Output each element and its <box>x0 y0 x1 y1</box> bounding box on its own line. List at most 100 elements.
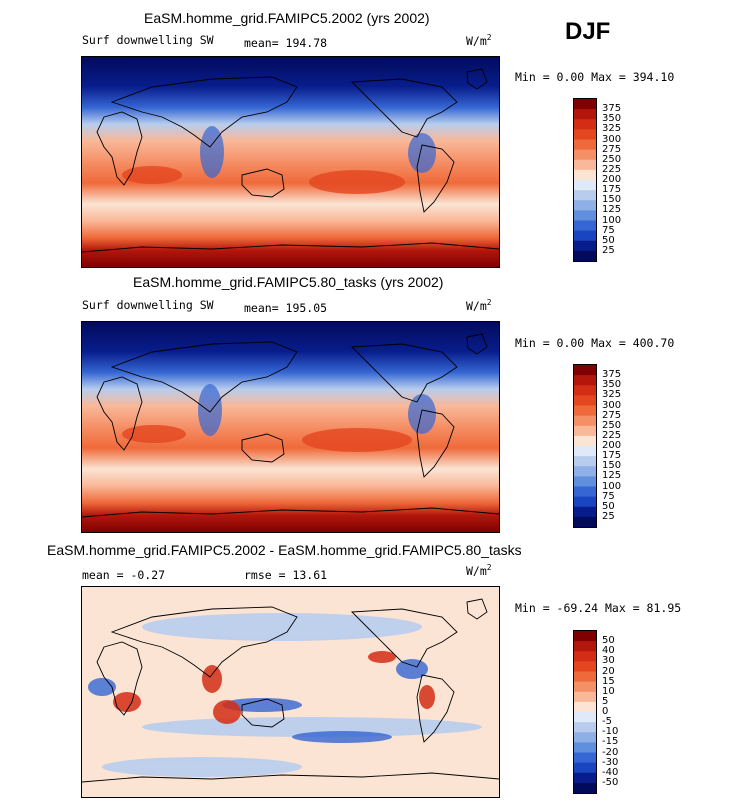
colorbar-tick-label: 350 <box>602 379 622 391</box>
colorbar-bin <box>574 701 596 713</box>
colorbar-tick-label: -5 <box>602 716 612 728</box>
colorbar-tick-label: -15 <box>602 736 619 748</box>
colorbar-bin <box>574 631 596 642</box>
colorbar-tick-label: -50 <box>602 776 619 788</box>
colorbar-tick-label: 25 <box>602 510 615 522</box>
colorbar-tick-label: 325 <box>602 389 622 401</box>
colorbar-bin <box>574 220 596 232</box>
colorbar-bin <box>574 516 596 528</box>
colorbar-tick-label: 75 <box>602 224 615 236</box>
colorbar-tick-label: 125 <box>602 204 622 216</box>
colorbar-tick-label: 150 <box>602 194 622 206</box>
colorbar-bin <box>574 446 596 457</box>
colorbar-bin <box>574 385 596 396</box>
colorbar-bin <box>574 240 596 252</box>
colorbar-tick-label: 175 <box>602 450 622 462</box>
panel1-units: W/m2 <box>466 33 492 48</box>
panel1-map <box>81 56 500 268</box>
colorbar-tick-label: 25 <box>602 244 615 256</box>
colorbar-tick-label: 375 <box>602 103 622 115</box>
colorbar-bin <box>574 712 596 723</box>
colorbar-bin <box>574 486 596 498</box>
colorbar-tick-label: 300 <box>602 399 622 411</box>
colorbar-bin <box>574 752 596 764</box>
colorbar-bin <box>574 375 596 386</box>
panel1-colorbar <box>573 98 597 262</box>
colorbar-bin <box>574 641 596 652</box>
colorbar-bin <box>574 661 596 673</box>
colorbar-bin <box>574 691 596 703</box>
colorbar-bin <box>574 496 596 508</box>
panel2-mean: mean= 195.05 <box>244 301 328 315</box>
colorbar-tick-label: 250 <box>602 419 622 431</box>
colorbar-tick-label: 225 <box>602 429 622 441</box>
colorbar-bin <box>574 190 596 201</box>
colorbar-tick-label: 10 <box>602 685 615 697</box>
colorbar-bin <box>574 109 596 120</box>
colorbar-bin <box>574 230 596 242</box>
colorbar-tick-label: 200 <box>602 174 622 185</box>
colorbar-bin <box>574 129 596 141</box>
colorbar-tick-label: 30 <box>602 655 615 667</box>
panel1-title: EaSM.homme_grid.FAMIPC5.2002 (yrs 2002) <box>144 10 430 26</box>
colorbar-tick-label: 50 <box>602 500 615 512</box>
colorbar-tick-label: 175 <box>602 184 622 196</box>
colorbar-tick-label: 275 <box>602 409 622 421</box>
colorbar-bin <box>574 435 596 447</box>
panel3-rmse: rmse = 13.61 <box>244 568 328 582</box>
colorbar-bin <box>574 139 596 151</box>
colorbar-tick-label: 350 <box>602 113 622 125</box>
colorbar-tick-label: 325 <box>602 123 622 135</box>
colorbar-bin <box>574 169 596 181</box>
colorbar-tick-label: 5 <box>602 695 609 707</box>
colorbar-bin <box>574 425 596 437</box>
panel3-map <box>81 586 500 798</box>
colorbar-bin <box>574 159 596 171</box>
colorbar-bin <box>574 742 596 754</box>
panel3-units: W/m2 <box>466 563 492 578</box>
colorbar-tick-label: 50 <box>602 635 615 647</box>
colorbar-tick-label: 0 <box>602 706 609 717</box>
colorbar-bin <box>574 466 596 477</box>
panel3-colorbar <box>573 630 597 794</box>
colorbar-tick-label: 15 <box>602 675 615 687</box>
colorbar-tick-label: 20 <box>602 665 615 677</box>
panel3-minmax: Min = -69.24 Max = 81.95 <box>515 601 682 615</box>
panel3-title: EaSM.homme_grid.FAMIPC5.2002 - EaSM.homm… <box>47 542 522 558</box>
colorbar-bin <box>574 149 596 161</box>
colorbar-bin <box>574 119 596 130</box>
season-label: DJF <box>565 18 611 45</box>
colorbar-tick-label: 125 <box>602 470 622 482</box>
colorbar-tick-label: -20 <box>602 746 619 758</box>
colorbar-bin <box>574 180 596 191</box>
colorbar-tick-label: 150 <box>602 460 622 472</box>
colorbar-bin <box>574 476 596 488</box>
colorbar-tick-label: 40 <box>602 645 615 657</box>
colorbar-bin <box>574 782 596 794</box>
colorbar-bin <box>574 210 596 222</box>
colorbar-bin <box>574 99 596 110</box>
colorbar-bin <box>574 365 596 376</box>
colorbar-tick-label: 275 <box>602 143 622 155</box>
colorbar-tick-label: 200 <box>602 440 622 451</box>
panel2-title: EaSM.homme_grid.FAMIPC5.80_tasks (yrs 20… <box>133 274 444 290</box>
colorbar-bin <box>574 395 596 407</box>
colorbar-tick-label: 225 <box>602 163 622 175</box>
panel2-map <box>81 321 500 533</box>
colorbar-tick-label: 75 <box>602 490 615 502</box>
colorbar-tick-label: -10 <box>602 726 619 738</box>
panel2-units: W/m2 <box>466 298 492 313</box>
panel2-minmax: Min = 0.00 Max = 400.70 <box>515 336 675 350</box>
colorbar-bin <box>574 405 596 417</box>
colorbar-bin <box>574 506 596 518</box>
colorbar-bin <box>574 671 596 683</box>
panel1-minmax: Min = 0.00 Max = 394.10 <box>515 70 675 84</box>
colorbar-bin <box>574 651 596 662</box>
panel2-variable: Surf downwelling SW <box>82 298 214 312</box>
colorbar-tick-label: 375 <box>602 369 622 381</box>
colorbar-tick-label: 250 <box>602 153 622 165</box>
colorbar-bin <box>574 772 596 784</box>
colorbar-tick-label: 50 <box>602 234 615 246</box>
colorbar-tick-label: -30 <box>602 756 619 768</box>
colorbar-bin <box>574 762 596 774</box>
